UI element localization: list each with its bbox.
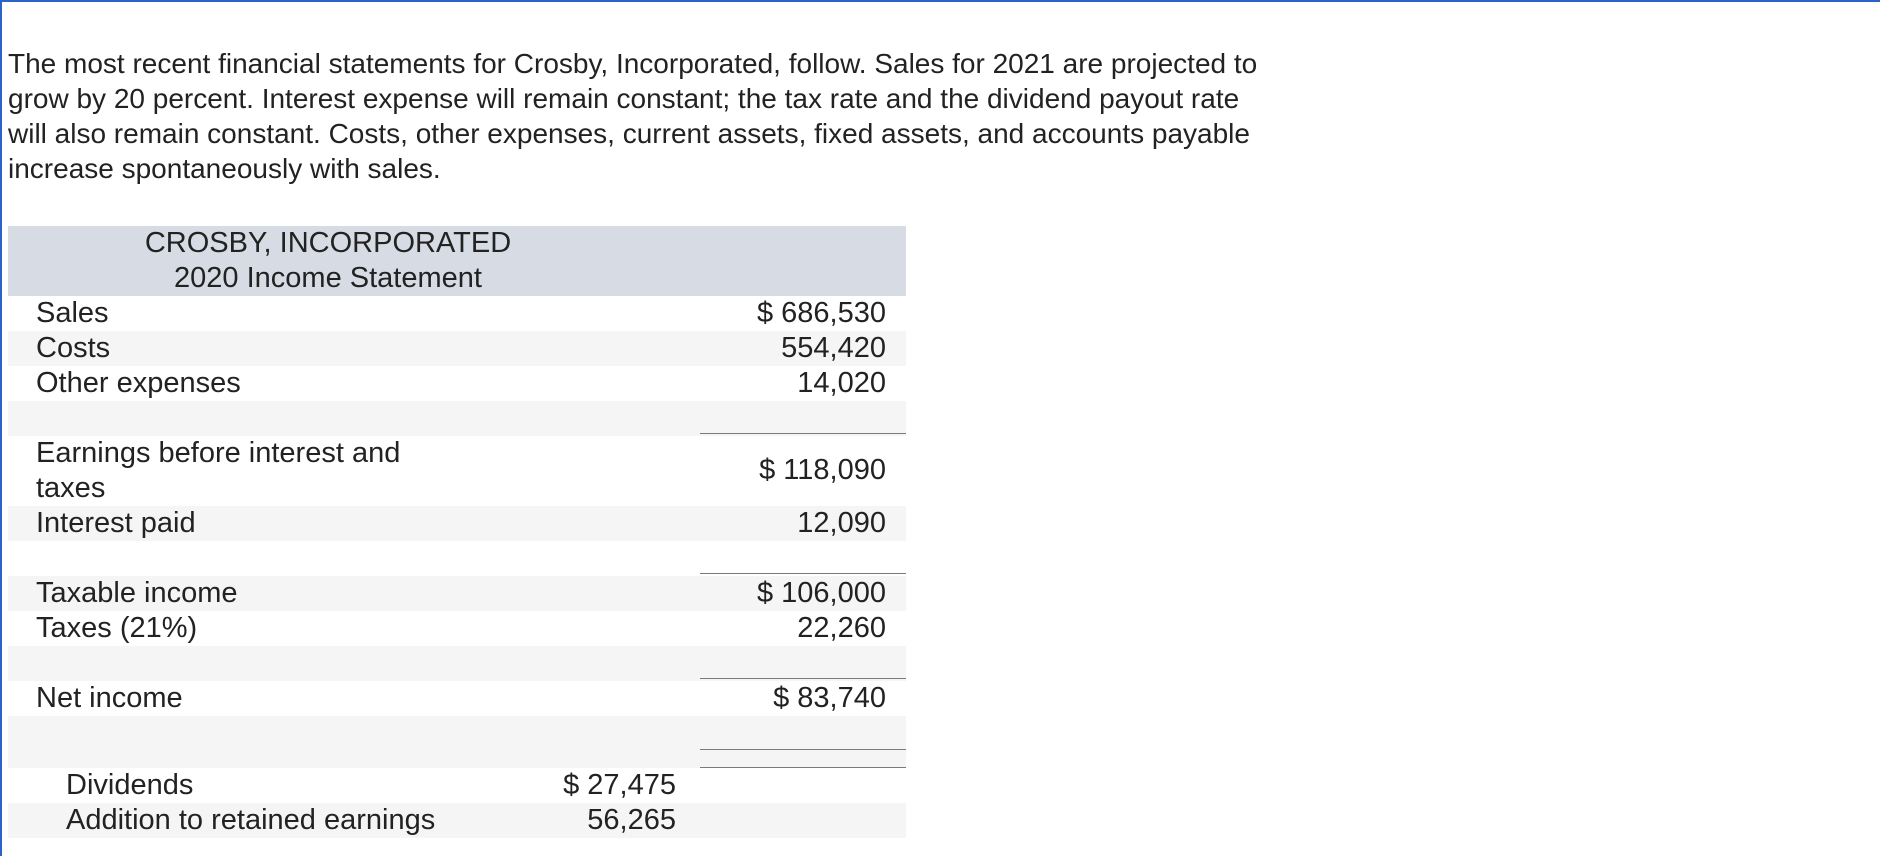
row-spacer <box>8 541 906 576</box>
row-spacer <box>8 646 906 681</box>
taxable-income-label: Taxable income <box>36 577 238 609</box>
statement-title: 2020 Income Statement <box>174 262 482 294</box>
net-income-value: $ 83,740 <box>773 682 886 714</box>
taxes-value: 22,260 <box>797 612 886 644</box>
row-costs: Costs 554,420 <box>8 331 906 366</box>
ebit-value: $ 118,090 <box>759 454 886 486</box>
taxes-label: Taxes (21%) <box>36 612 198 644</box>
row-net-income: Net income $ 83,740 <box>8 681 906 716</box>
row-other-expenses: Other expenses 14,020 <box>8 366 906 401</box>
company-name: CROSBY, INCORPORATED <box>144 227 512 259</box>
retained-earnings-value: 56,265 <box>587 804 676 836</box>
statement-header: CROSBY, INCORPORATED 2020 Income Stateme… <box>8 226 906 296</box>
double-rule-top <box>700 749 906 750</box>
dividends-value: $ 27,475 <box>563 769 676 801</box>
ebit-label: Earnings before interest and taxes <box>36 437 401 504</box>
double-rule-bottom <box>700 767 906 768</box>
sales-label: Sales <box>36 297 109 329</box>
row-taxes: Taxes (21%) 22,260 <box>8 611 906 646</box>
income-statement-table: CROSBY, INCORPORATED 2020 Income Stateme… <box>8 226 906 838</box>
subtotal-rule <box>700 433 906 434</box>
row-spacer <box>8 401 906 436</box>
row-spacer <box>8 716 906 768</box>
row-dividends: Dividends $ 27,475 <box>8 768 906 803</box>
interest-value: 12,090 <box>797 507 886 539</box>
row-sales: Sales $ 686,530 <box>8 296 906 331</box>
row-taxable-income: Taxable income $ 106,000 <box>8 576 906 611</box>
other-expenses-label: Other expenses <box>36 367 241 399</box>
taxable-income-value: $ 106,000 <box>756 577 886 609</box>
row-ebit: Earnings before interest and taxes $ 118… <box>8 436 906 506</box>
sales-value: $ 686,530 <box>756 297 886 329</box>
other-expenses-value: 14,020 <box>797 367 886 399</box>
costs-value: 554,420 <box>781 332 886 364</box>
row-interest: Interest paid 12,090 <box>8 506 906 541</box>
net-income-label: Net income <box>36 682 183 714</box>
costs-label: Costs <box>36 332 111 364</box>
row-retained-earnings: Addition to retained earnings 56,265 <box>8 803 906 838</box>
dividends-label: Dividends <box>66 769 194 801</box>
retained-earnings-label: Addition to retained earnings <box>66 804 436 836</box>
problem-description: The most recent financial statements for… <box>8 48 1258 184</box>
interest-label: Interest paid <box>36 507 196 539</box>
subtotal-rule <box>700 678 906 679</box>
subtotal-rule <box>700 573 906 574</box>
